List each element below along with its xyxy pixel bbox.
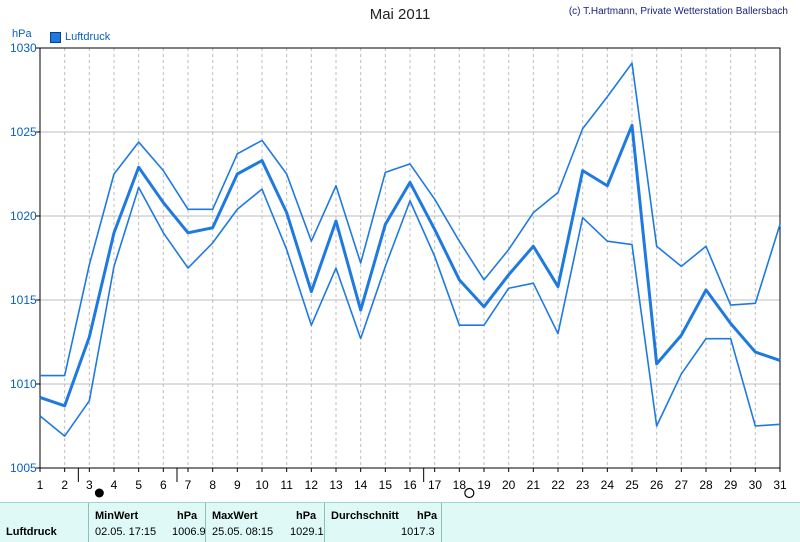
avg-stat-label: Durchschnitt xyxy=(331,510,399,522)
x-tick-label-8: 8 xyxy=(209,478,216,492)
x-tick-label-24: 24 xyxy=(601,478,615,492)
x-tick-label-23: 23 xyxy=(576,478,590,492)
series-line-max xyxy=(40,62,781,377)
y-tick-label-1020: 1020 xyxy=(10,209,37,223)
y-axis-unit-label: hPa xyxy=(12,28,32,40)
x-tick-label-26: 26 xyxy=(650,478,664,492)
x-tick-label-4: 4 xyxy=(111,478,118,492)
x-tick-label-7: 7 xyxy=(185,478,192,492)
legend-label: Luftdruck xyxy=(65,31,111,43)
series-line-mean xyxy=(39,123,781,408)
x-tick-label-27: 27 xyxy=(675,478,689,492)
max-stat-unit: hPa xyxy=(296,510,317,522)
y-tick-label-1005: 1005 xyxy=(10,461,37,475)
x-tick-label-14: 14 xyxy=(354,478,368,492)
legend-swatch-icon xyxy=(50,31,61,43)
x-tick-label-22: 22 xyxy=(551,478,565,492)
x-tick-label-31: 31 xyxy=(773,478,787,492)
x-tick-label-20: 20 xyxy=(502,478,516,492)
x-tick-label-29: 29 xyxy=(724,478,738,492)
x-tick-label-28: 28 xyxy=(699,478,713,492)
footer-row-label: Luftdruck xyxy=(6,526,57,538)
chart-axes xyxy=(36,47,781,482)
x-tick-label-19: 19 xyxy=(477,478,491,492)
avg-stat-value: 1017.3 xyxy=(401,526,435,538)
min-stat-value: 1006.9 xyxy=(172,526,206,538)
x-tick-label-5: 5 xyxy=(135,478,142,492)
x-tick-label-17: 17 xyxy=(428,478,442,492)
y-tick-label-1030: 1030 xyxy=(10,41,37,55)
chart-markers xyxy=(94,487,475,499)
x-tick-label-3: 3 xyxy=(86,478,93,492)
chart-title: Mai 2011 xyxy=(369,6,431,23)
legend: Luftdruck xyxy=(50,31,110,43)
y-tick-label-1015: 1015 xyxy=(10,293,37,307)
statistics-footer: Luftdruck MinWert hPa 02.05. 17:15 1006.… xyxy=(0,502,800,542)
x-tick-label-11: 11 xyxy=(280,478,293,492)
x-tick-label-30: 30 xyxy=(749,478,763,492)
avg-stat-unit: hPa xyxy=(417,510,438,522)
x-tick-label-1: 1 xyxy=(37,478,44,492)
x-tick-label-9: 9 xyxy=(234,478,241,492)
y-tick-label-1025: 1025 xyxy=(10,125,37,139)
x-tick-label-12: 12 xyxy=(305,478,319,492)
x-tick-label-15: 15 xyxy=(379,478,393,492)
chart-grid xyxy=(40,48,780,468)
min-stat-unit: hPa xyxy=(177,510,198,522)
x-tick-label-6: 6 xyxy=(160,478,167,492)
min-stat-label: MinWert xyxy=(95,510,139,522)
max-stat-value: 1029.1 xyxy=(290,526,324,538)
max-stat-column: MaxWert hPa 25.05. 08:15 1029.1 xyxy=(205,503,324,542)
max-stat-time: 25.05. 08:15 xyxy=(212,526,274,538)
x-tick-label-16: 16 xyxy=(403,478,417,492)
x-tick-label-10: 10 xyxy=(255,478,269,492)
series-line-min xyxy=(39,186,781,437)
min-stat-time: 02.05. 17:15 xyxy=(95,526,157,538)
full-moon-icon xyxy=(464,487,475,499)
x-tick-label-13: 13 xyxy=(329,478,343,492)
avg-stat-column: Durchschnitt hPa 1017.3 xyxy=(324,503,442,542)
x-tick-label-25: 25 xyxy=(625,478,639,492)
x-tick-label-21: 21 xyxy=(527,478,541,492)
max-stat-label: MaxWert xyxy=(212,510,258,522)
chart-series xyxy=(39,62,781,437)
new-moon-icon xyxy=(94,488,104,498)
min-stat-column: MinWert hPa 02.05. 17:15 1006.9 xyxy=(88,503,206,542)
credit-text: (c) T.Hartmann, Private Wetterstation Ba… xyxy=(568,6,788,17)
y-tick-label-1010: 1010 xyxy=(10,377,37,391)
x-tick-label-2: 2 xyxy=(61,478,68,492)
x-tick-label-18: 18 xyxy=(453,478,467,492)
